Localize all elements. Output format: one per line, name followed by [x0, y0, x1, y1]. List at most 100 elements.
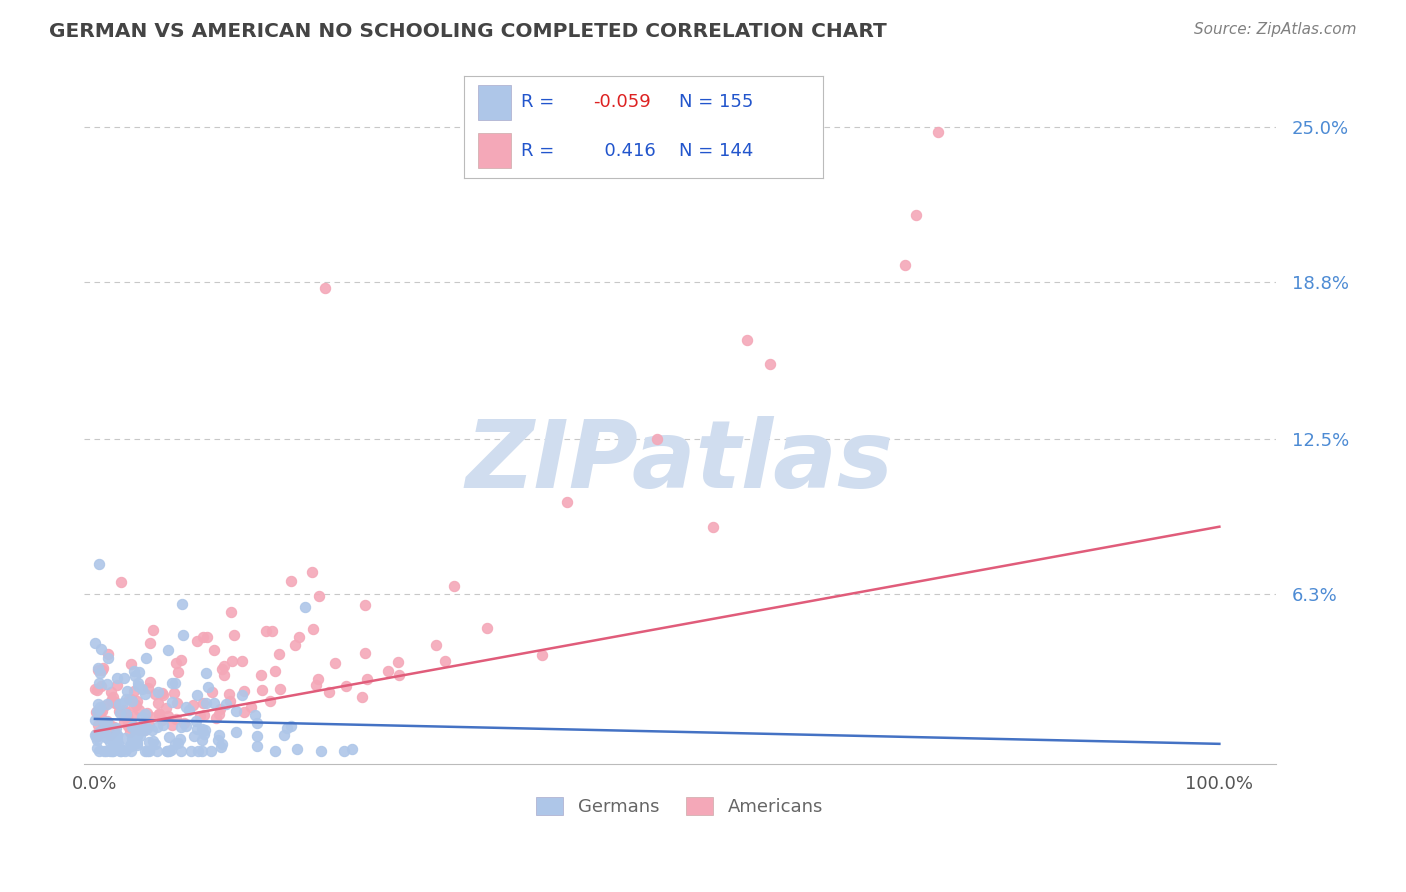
Point: [269, 682, 291, 697]
Legend: Germans, Americans: Germans, Americans: [529, 789, 831, 823]
Text: GERMAN VS AMERICAN NO SCHOOLING COMPLETED CORRELATION CHART: GERMAN VS AMERICAN NO SCHOOLING COMPLETE…: [49, 22, 887, 41]
Point: [120, 739, 142, 754]
Point: [219, 605, 242, 619]
Point: [125, 698, 148, 712]
Point: [263, 665, 285, 679]
Point: [94, 730, 117, 744]
Point: [239, 700, 262, 714]
Point: [90, 711, 112, 725]
Point: [93, 715, 115, 730]
Point: [112, 703, 135, 717]
Point: [202, 642, 225, 657]
Point: [124, 728, 146, 742]
Point: [104, 721, 127, 735]
Point: [104, 696, 127, 710]
Point: [100, 684, 122, 698]
Point: [148, 696, 170, 710]
Point: [125, 722, 148, 736]
Point: [87, 661, 110, 675]
Point: [128, 665, 150, 680]
Point: [139, 674, 162, 689]
Point: [134, 744, 156, 758]
Point: [195, 696, 218, 710]
Point: [335, 679, 357, 693]
Point: [177, 703, 200, 717]
Point: [103, 724, 125, 739]
Point: [166, 696, 188, 710]
Point: [204, 711, 226, 725]
Point: [93, 744, 115, 758]
Point: [276, 721, 298, 735]
Point: [215, 697, 238, 711]
Point: [315, 281, 337, 295]
Point: [104, 696, 127, 710]
Point: [122, 737, 145, 751]
Point: [105, 728, 128, 742]
Point: [86, 683, 108, 698]
Point: [131, 722, 153, 736]
Point: [443, 579, 465, 593]
Point: [105, 678, 128, 692]
Point: [555, 494, 578, 508]
Point: [167, 736, 190, 750]
Point: [387, 655, 409, 669]
Point: [125, 735, 148, 749]
Point: [127, 679, 149, 693]
Point: [927, 125, 949, 139]
Point: [148, 706, 170, 721]
Point: [187, 744, 209, 758]
Point: [165, 676, 187, 690]
Point: [354, 598, 377, 612]
Point: [309, 744, 332, 758]
Point: [103, 720, 125, 734]
Point: [121, 721, 143, 735]
Text: N = 144: N = 144: [679, 142, 754, 160]
Point: [308, 589, 330, 603]
Point: [122, 684, 145, 698]
Point: [288, 631, 311, 645]
Point: [108, 704, 131, 718]
Point: [127, 738, 149, 752]
Point: [117, 719, 139, 733]
Point: [160, 675, 183, 690]
Point: [120, 737, 142, 751]
Point: [222, 628, 245, 642]
Point: [112, 709, 135, 723]
Point: [162, 694, 184, 708]
Point: [264, 744, 287, 758]
Point: [141, 723, 163, 737]
Point: [356, 672, 378, 686]
Point: [114, 692, 136, 706]
Point: [121, 694, 143, 708]
Point: [87, 701, 110, 715]
Point: [97, 651, 120, 665]
Point: [128, 723, 150, 737]
Point: [93, 715, 115, 730]
Point: [89, 666, 111, 681]
Point: [156, 744, 179, 758]
Point: [84, 682, 107, 697]
Point: [96, 731, 118, 745]
Point: [180, 744, 202, 758]
Point: [197, 680, 219, 694]
Point: [156, 744, 179, 758]
Point: [169, 731, 191, 746]
Point: [252, 683, 274, 698]
Point: [157, 744, 180, 758]
Point: [115, 710, 138, 724]
Point: [250, 668, 273, 682]
Point: [246, 729, 269, 743]
Point: [211, 737, 233, 751]
Point: [260, 624, 283, 638]
Point: [128, 703, 150, 717]
Point: [273, 728, 295, 742]
Point: [91, 704, 114, 718]
Point: [183, 729, 205, 743]
Point: [231, 654, 253, 668]
Point: [150, 686, 173, 700]
Point: [138, 718, 160, 732]
Point: [195, 666, 218, 681]
Point: [89, 723, 111, 738]
Point: [107, 737, 129, 751]
Point: [118, 692, 141, 706]
